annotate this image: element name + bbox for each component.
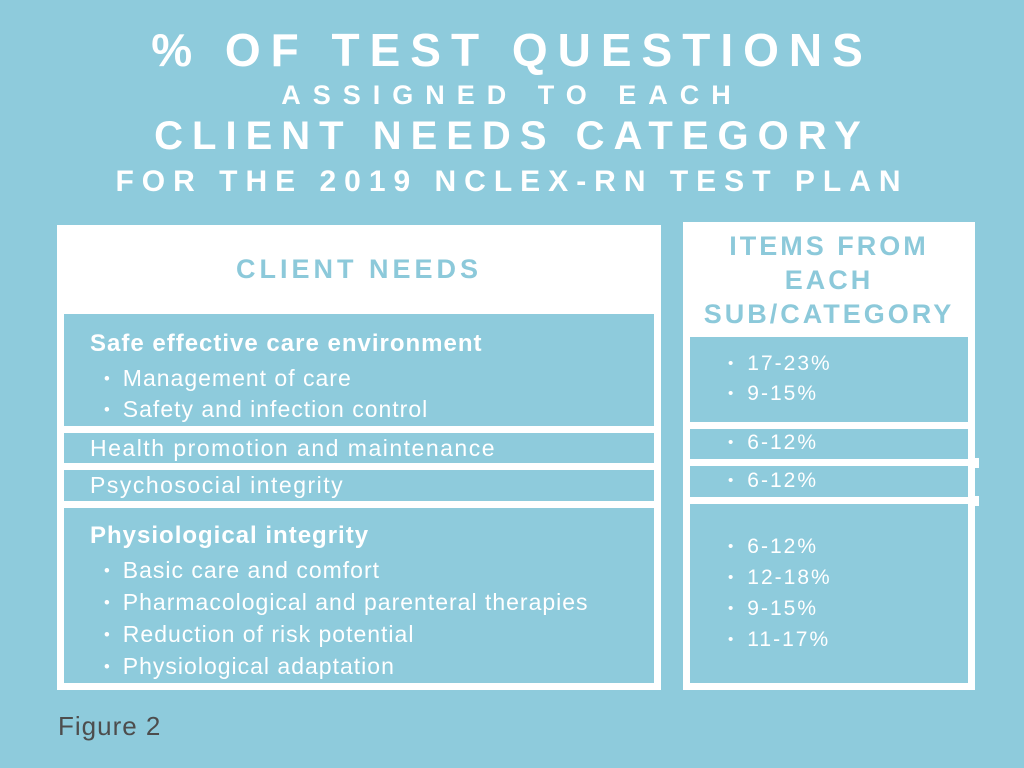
percentage-item: 9-15% xyxy=(728,380,968,410)
title-line-3: CLIENT NEEDS CATEGORY xyxy=(154,114,870,158)
border-nub xyxy=(971,496,979,506)
items-percentage-panel: ITEMS FROM EACH SUB/CATEGORY 17-23% 9-15… xyxy=(683,222,975,690)
subcategory-item: Basic care and comfort xyxy=(104,556,654,587)
title-line-1: % OF TEST QUESTIONS xyxy=(151,24,873,76)
client-needs-column-header: CLIENT NEEDS xyxy=(235,254,483,284)
items-header-line: ITEMS FROM xyxy=(729,230,929,261)
category-row-psychosocial: Psychosocial integrity xyxy=(64,470,654,501)
subcategory-label: Safety and infection control xyxy=(122,396,429,422)
percentage-value: 17-23% xyxy=(747,351,832,375)
category-title: Physiological integrity xyxy=(90,522,370,549)
percentage-value: 6-12% xyxy=(747,431,818,454)
category-title: Health promotion and maintenance xyxy=(90,434,497,461)
category-title: Psychosocial integrity xyxy=(90,472,345,498)
percentage-value: 6-12% xyxy=(747,468,818,492)
subcategory-item: Safety and infection control xyxy=(104,395,654,426)
title-line-4: FOR THE 2019 NCLEX-RN TEST PLAN xyxy=(115,165,909,198)
category-row-safe-effective-care: Safe effective care environment Manageme… xyxy=(64,314,654,426)
percentage-row-psychosocial: 6-12% xyxy=(690,466,968,497)
subcategory-label: Reduction of risk potential xyxy=(122,621,415,647)
subcategory-item: Physiological adaptation xyxy=(104,652,654,683)
percentage-row-physiological: 6-12% 12-18% 9-15% 11-17% xyxy=(690,504,968,683)
percentage-item: 12-18% xyxy=(728,563,968,594)
category-title: Safe effective care environment xyxy=(90,330,483,357)
items-header-line: EACH xyxy=(784,264,874,295)
client-needs-panel: CLIENT NEEDS Safe effective care environ… xyxy=(57,225,661,690)
items-column-header: ITEMS FROM EACH SUB/CATEGORY xyxy=(690,229,968,330)
percentage-item: 17-23% xyxy=(728,350,968,380)
percentage-value: 9-15% xyxy=(747,596,818,620)
page-title: % OF TEST QUESTIONS ASSIGNED TO EACH CLI… xyxy=(0,24,1024,202)
items-header-line: SUB/CATEGORY xyxy=(703,298,955,329)
percentage-value: 6-12% xyxy=(747,534,818,558)
percentage-value: 9-15% xyxy=(747,381,818,405)
border-nub xyxy=(971,458,979,468)
subcategory-label: Management of care xyxy=(122,365,352,391)
percentage-row-safe-effective-care: 17-23% 9-15% xyxy=(690,337,968,422)
subcategory-item: Reduction of risk potential xyxy=(104,620,654,651)
percentage-value: 12-18% xyxy=(747,565,832,589)
subcategory-label: Physiological adaptation xyxy=(122,653,395,679)
category-row-health-promotion: Health promotion and maintenance xyxy=(64,433,654,463)
percentage-item: 6-12% xyxy=(728,429,968,459)
percentage-row-health-promotion: 6-12% xyxy=(690,429,968,459)
subcategory-item: Pharmacological and parenteral therapies xyxy=(104,588,654,619)
percentage-item: 6-12% xyxy=(728,532,968,563)
subcategory-label: Basic care and comfort xyxy=(122,557,381,583)
percentage-item: 9-15% xyxy=(728,594,968,625)
subcategory-label: Pharmacological and parenteral therapies xyxy=(122,589,589,615)
percentage-item: 11-17% xyxy=(728,625,968,656)
subcategory-item: Management of care xyxy=(104,364,654,395)
percentage-item: 6-12% xyxy=(728,467,968,497)
category-row-physiological: Physiological integrity Basic care and c… xyxy=(64,508,654,683)
percentage-value: 11-17% xyxy=(747,627,831,651)
figure-caption: Figure 2 xyxy=(58,711,162,741)
title-line-2: ASSIGNED TO EACH xyxy=(281,80,743,110)
